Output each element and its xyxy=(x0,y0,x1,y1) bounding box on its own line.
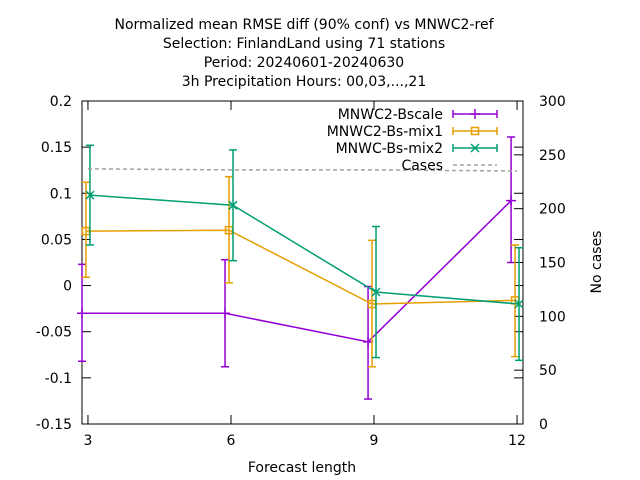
legend-item-mnwc-bs-mix2-marker xyxy=(470,143,480,153)
y2-tick-label: 250 xyxy=(539,148,566,164)
y2-axis-label: No cases xyxy=(589,231,605,294)
x-tick-label: 6 xyxy=(227,433,236,449)
y2-tick-label: 200 xyxy=(539,202,566,218)
legend-item-mnwc2-bscale-marker xyxy=(470,109,480,119)
y-tick-label: -0.05 xyxy=(36,325,72,341)
y2-tick-label: 0 xyxy=(539,417,548,433)
y2-tick-label: 150 xyxy=(539,256,566,272)
series-mnwc-bs-mix2-line xyxy=(89,194,520,305)
x-tick-label: 9 xyxy=(370,433,379,449)
y-tick-label: 0.1 xyxy=(50,186,72,202)
y2-tick-label: 50 xyxy=(539,363,557,379)
series-mnwc2-bs-mix1-line xyxy=(85,229,516,305)
legend-item-mnwc2-bs-mix1-marker xyxy=(470,126,480,136)
y-tick-label: 0.05 xyxy=(41,232,72,248)
legend: MNWC2-BscaleMNWC2-Bs-mix1MNWC-Bs-mix2Cas… xyxy=(327,107,498,174)
series-mnwc2-bscale-line xyxy=(82,200,512,343)
legend-item-mnwc-bs-mix2-label: MNWC-Bs-mix2 xyxy=(336,141,443,157)
chart-title-line-1: Normalized mean RMSE diff (90% conf) vs … xyxy=(114,17,494,33)
legend-item-mnwc2-bs-mix1-label: MNWC2-Bs-mix1 xyxy=(327,124,443,140)
series-mnwc2-bscale-point xyxy=(220,308,231,319)
y-tick-label: 0.2 xyxy=(50,94,72,110)
y-tick-label: -0.1 xyxy=(45,371,72,387)
series-mnwc-bs-mix2-point xyxy=(371,287,381,297)
x-tick-label: 12 xyxy=(508,433,526,449)
series-mnwc-bs-mix2-point xyxy=(228,200,238,210)
series-mnwc2-bscale-point xyxy=(77,308,87,319)
series-layer xyxy=(77,136,524,400)
series-mnwc-bs-mix2-point xyxy=(514,299,524,309)
y-tick-label: 0 xyxy=(63,279,72,295)
y2-tick-label: 100 xyxy=(539,309,566,325)
y2-tick-label: 300 xyxy=(539,94,566,110)
chart-title-line-4: 3h Precipitation Hours: 00,03,...,21 xyxy=(182,74,427,90)
legend-item-cases-label: Cases xyxy=(401,158,443,174)
chart-title-line-2: Selection: FinlandLand using 71 stations xyxy=(163,36,445,52)
chart-title-line-3: Period: 20240601-20240630 xyxy=(204,55,404,71)
x-tick-label: 3 xyxy=(83,433,92,449)
legend-item-mnwc2-bscale-label: MNWC2-Bscale xyxy=(338,107,443,123)
y-tick-label: 0.15 xyxy=(41,140,72,156)
y-tick-label: -0.15 xyxy=(36,417,72,433)
series-cases-line xyxy=(87,168,518,172)
series-mnwc2-bscale-point xyxy=(506,195,517,206)
series-mnwc-bs-mix2-point xyxy=(85,190,95,200)
x-axis-label: Forecast length xyxy=(248,460,356,476)
